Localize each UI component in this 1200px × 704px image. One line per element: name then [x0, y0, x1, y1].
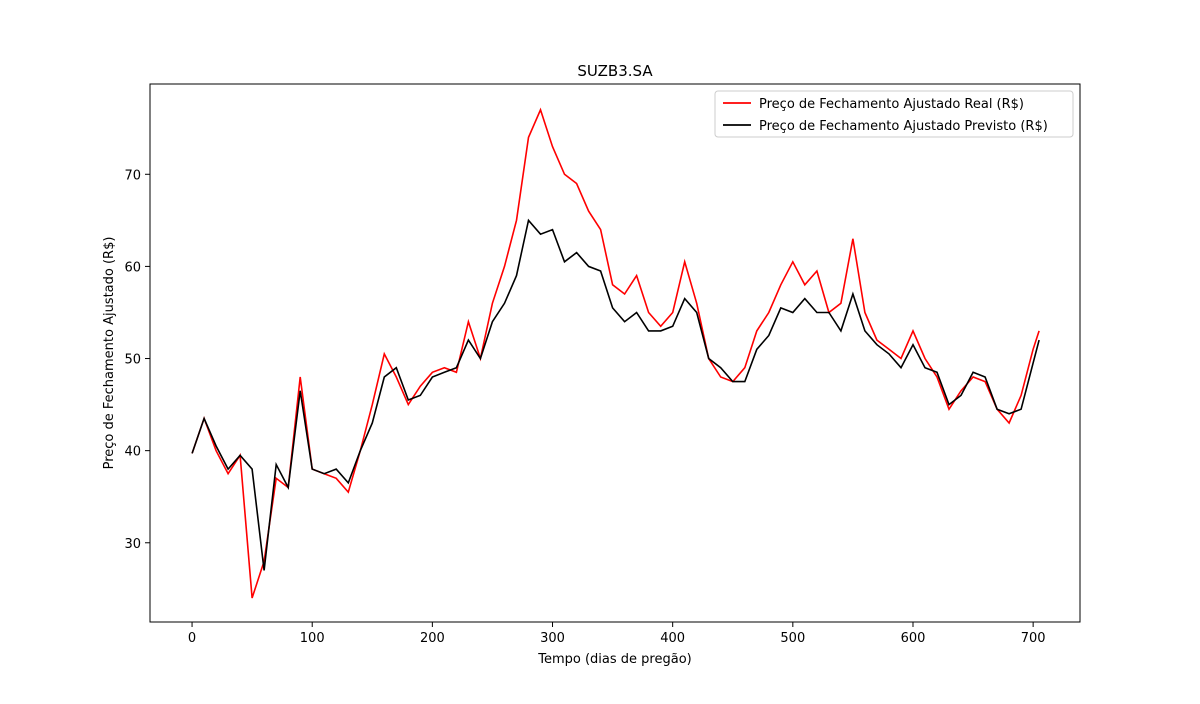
y-tick-label: 70: [124, 168, 141, 183]
plot-frame: [149, 83, 1081, 623]
chart-title: SUZB3.SA: [577, 62, 653, 80]
x-tick-label: 200: [420, 631, 445, 646]
y-tick-label: 60: [124, 260, 141, 275]
legend-box: [714, 90, 1074, 138]
legend-label: Preço de Fechamento Ajustado Previsto (R…: [759, 119, 1048, 134]
x-tick-label: 500: [780, 631, 805, 646]
x-tick-label: 400: [660, 631, 685, 646]
x-tick-label: 300: [540, 631, 565, 646]
series-line: [191, 218, 1040, 571]
x-tick-label: 600: [901, 631, 926, 646]
y-tick-label: 30: [124, 537, 141, 552]
y-tick-label: 50: [124, 353, 141, 368]
x-tick-label: 0: [188, 631, 196, 646]
x-tick-label: 100: [300, 631, 325, 646]
x-axis-label: Tempo (dias de pregão): [537, 652, 691, 667]
x-tick-label: 700: [1021, 631, 1046, 646]
y-axis-label: Preço de Fechamento Ajustado (R$): [102, 237, 117, 470]
series-line: [191, 107, 1040, 599]
y-tick-label: 40: [124, 445, 141, 460]
legend-label: Preço de Fechamento Ajustado Real (R$): [759, 97, 1024, 112]
